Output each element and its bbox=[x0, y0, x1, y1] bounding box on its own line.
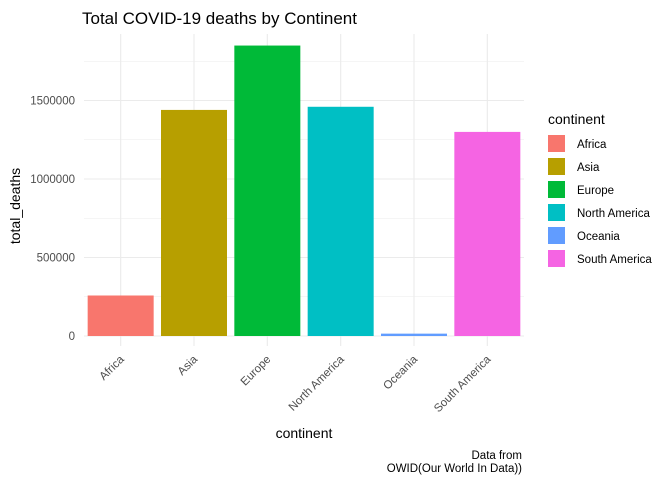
y-tick-label: 0 bbox=[69, 331, 75, 343]
legend-swatch bbox=[548, 158, 565, 175]
legend: continent Africa Asia Europe North America O… bbox=[548, 111, 652, 267]
legend-label: Africa bbox=[577, 139, 607, 151]
y-tick-label: 1000000 bbox=[30, 174, 75, 186]
legend-label: Europe bbox=[577, 185, 614, 197]
legend-swatch bbox=[548, 181, 565, 198]
x-tick-label: Europe bbox=[239, 354, 274, 389]
legend-label: Oceania bbox=[577, 231, 620, 243]
bar-europe bbox=[234, 45, 301, 337]
legend-title: continent bbox=[548, 111, 605, 127]
x-axis-title: continent bbox=[276, 425, 333, 441]
caption-line-2: OWID(Our World In Data)) bbox=[387, 463, 522, 475]
bar-oceania bbox=[381, 333, 447, 336]
bar-africa bbox=[87, 295, 154, 336]
legend-swatch bbox=[548, 227, 565, 244]
chart-title: Total COVID-19 deaths by Continent bbox=[82, 9, 357, 28]
y-tick-label: 1500000 bbox=[30, 96, 75, 108]
legend-swatch bbox=[548, 204, 565, 221]
x-tick-label: Asia bbox=[176, 353, 201, 378]
y-tick-labels: 0 500000 1000000 1500000 bbox=[30, 96, 75, 344]
bar-north-america bbox=[307, 106, 374, 336]
x-tick-label: Africa bbox=[98, 353, 128, 383]
legend-label: South America bbox=[577, 254, 652, 266]
legend-label: North America bbox=[577, 208, 650, 220]
legend-swatch bbox=[548, 135, 565, 152]
x-tick-label: North America bbox=[287, 353, 347, 413]
bars bbox=[87, 45, 521, 337]
caption-line-1: Data from bbox=[472, 450, 523, 462]
legend-swatch bbox=[548, 250, 565, 267]
bar-south-america bbox=[454, 131, 521, 336]
y-tick-label: 500000 bbox=[37, 253, 75, 265]
x-tick-label: Oceania bbox=[381, 353, 420, 392]
x-tick-label: South America bbox=[432, 353, 494, 415]
x-tick-labels: Africa Asia Europe North America Oceania Sout… bbox=[98, 353, 494, 415]
bar-asia bbox=[161, 109, 227, 336]
legend-label: Asia bbox=[577, 162, 600, 174]
y-axis-title: total_deaths bbox=[7, 168, 23, 244]
